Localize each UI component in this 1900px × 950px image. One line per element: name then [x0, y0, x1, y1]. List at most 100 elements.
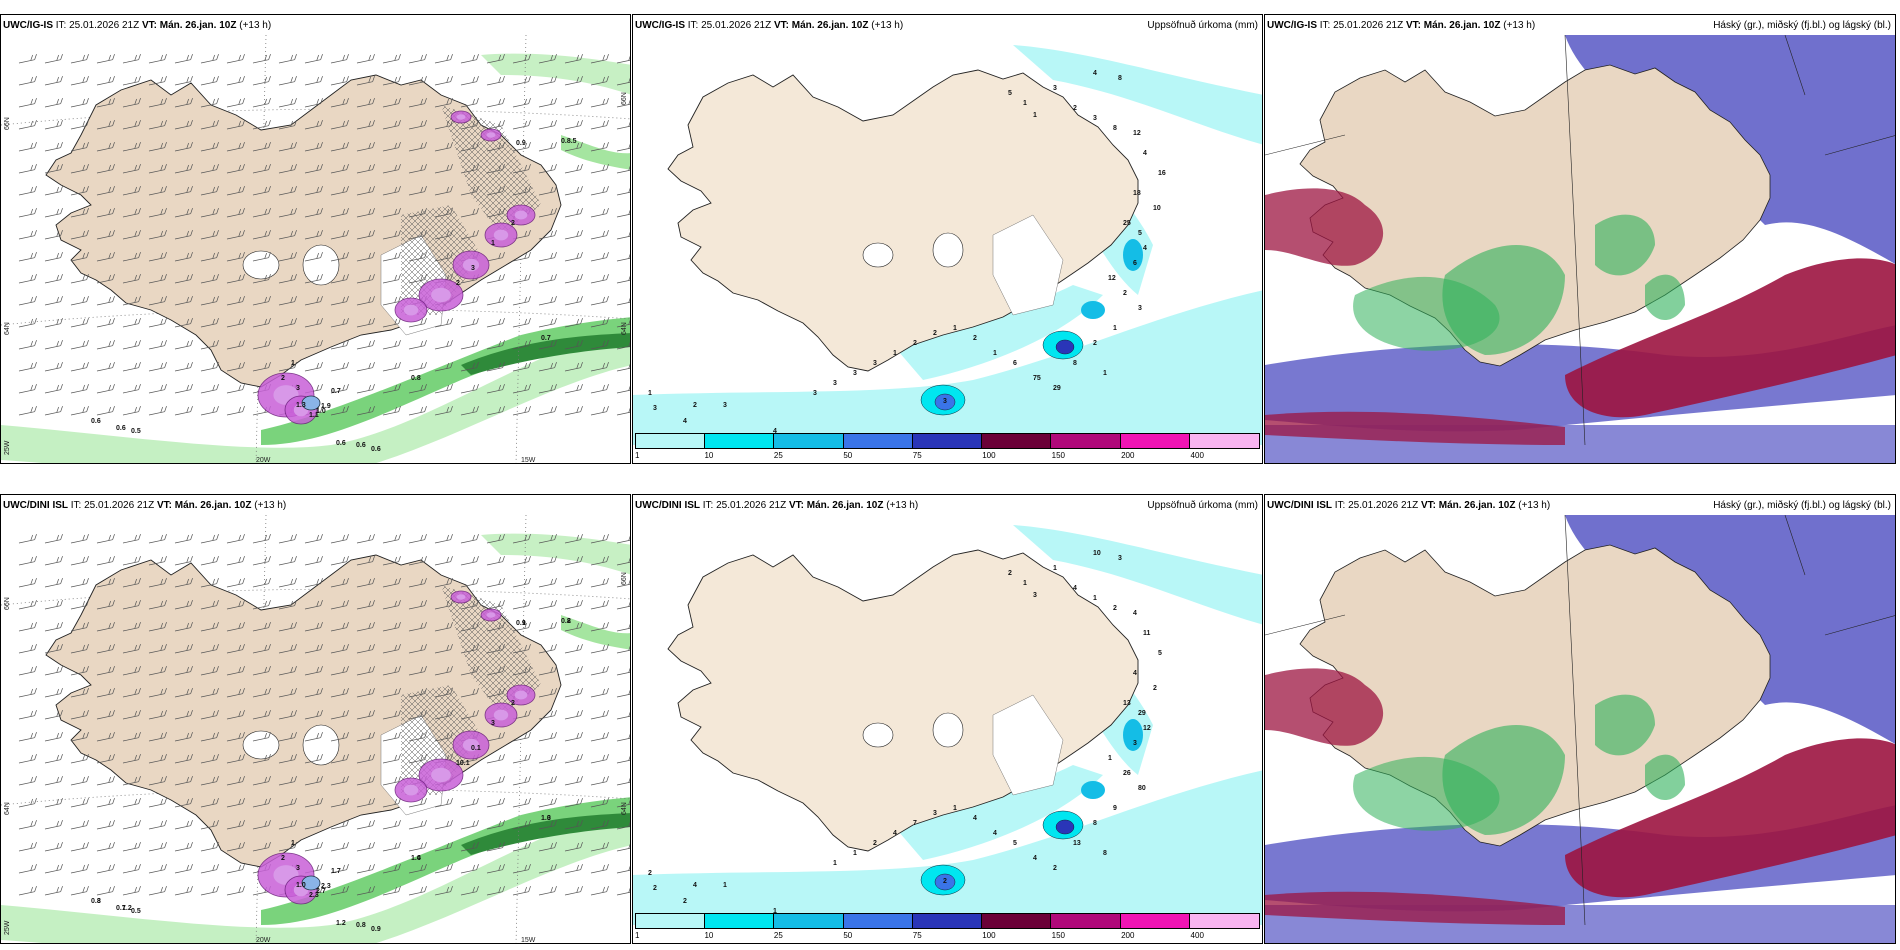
barb-feather [342, 600, 345, 607]
wind-barb [486, 120, 505, 130]
barb-shaft [590, 561, 607, 566]
barb-feather [108, 534, 111, 541]
barb-feather [576, 54, 579, 61]
barb-feather [524, 666, 527, 673]
barb-feather [290, 578, 293, 585]
barb-feather [342, 732, 345, 739]
precip-field [893, 765, 1103, 860]
wind-barb [330, 296, 349, 306]
barb-shaft [18, 649, 35, 654]
barb-feather [138, 362, 141, 368]
wind-barb [616, 362, 630, 372]
wind-barb [330, 732, 349, 742]
barb-feather [56, 688, 59, 695]
barb-shaft [330, 301, 347, 306]
barb-shaft [122, 759, 139, 764]
barb-feather [476, 296, 479, 302]
barb-feather [212, 296, 215, 303]
wind-barb [304, 186, 323, 196]
barb-feather [580, 340, 583, 346]
barb-feather [294, 186, 297, 192]
wind-barb [278, 754, 297, 764]
wind-barb [616, 666, 630, 676]
barb-feather [108, 600, 111, 607]
wind-barb [356, 534, 375, 544]
wind-barb [174, 406, 193, 416]
barb-feather [450, 362, 453, 368]
barb-shaft [590, 345, 607, 350]
barb-feather [238, 556, 241, 563]
barb-shaft [18, 279, 35, 284]
barb-feather [268, 600, 271, 606]
wind-barb [70, 644, 89, 654]
barb-feather [342, 644, 345, 651]
wind-barb [512, 362, 531, 372]
value-label: 4 [1093, 70, 1097, 77]
barb-feather [108, 186, 111, 193]
barb-feather [268, 688, 271, 694]
colorbar-tick-label: 200 [1121, 451, 1135, 460]
barb-feather [190, 318, 193, 324]
barb-feather [160, 362, 163, 369]
wind-barb [226, 820, 245, 830]
barb-feather [86, 120, 89, 126]
barb-shaft [512, 169, 529, 174]
barb-shaft [408, 891, 425, 896]
wind-barb [252, 252, 271, 262]
barb-feather [186, 644, 189, 651]
barb-feather [450, 600, 453, 606]
barb-feather [346, 600, 349, 606]
barb-shaft [304, 693, 321, 698]
wind-band [481, 53, 630, 95]
barb-shaft [616, 803, 630, 808]
barb-feather [264, 296, 267, 303]
barb-feather [346, 296, 349, 302]
barb-feather [368, 186, 371, 193]
barb-feather [498, 98, 501, 105]
wind-barb [96, 776, 115, 786]
value-label: 2 [1053, 865, 1057, 872]
barb-shaft [590, 671, 607, 676]
barb-feather [238, 886, 241, 893]
wind-barb [434, 864, 453, 874]
barb-feather [420, 142, 423, 149]
barb-feather [186, 98, 189, 105]
barb-feather [550, 208, 553, 215]
barb-feather [190, 534, 193, 540]
barb-feather [606, 98, 609, 104]
wind-barb [252, 534, 271, 544]
barb-shaft [538, 191, 555, 196]
wind-barb [356, 252, 375, 262]
barb-feather [398, 534, 401, 540]
barb-feather [264, 644, 267, 651]
wind-barb [330, 886, 349, 896]
barb-feather [290, 534, 293, 541]
barb-shaft [70, 891, 87, 896]
barb-feather [186, 54, 189, 61]
barb-feather [606, 230, 609, 236]
wind-barb [278, 820, 297, 830]
barb-feather [528, 406, 531, 412]
barb-shaft [18, 671, 35, 676]
barb-feather [394, 644, 397, 651]
latitude-line [1, 788, 630, 806]
barb-shaft [616, 125, 630, 130]
wind-barb [304, 318, 323, 328]
wind-barb [512, 732, 531, 742]
barb-feather [528, 710, 531, 716]
barb-feather [346, 776, 349, 782]
barb-shaft [538, 301, 555, 306]
lon-label: 20W [256, 457, 271, 464]
barb-feather [316, 688, 319, 695]
barb-feather [294, 622, 297, 628]
barb-shaft [486, 781, 503, 786]
barb-feather [628, 76, 630, 83]
barb-feather [606, 340, 609, 346]
barb-feather [424, 710, 427, 716]
value-label: 3 [1133, 740, 1137, 747]
barb-feather [316, 534, 319, 541]
barb-feather [108, 754, 111, 761]
barb-feather [420, 230, 423, 237]
barb-feather [264, 164, 267, 171]
barb-feather [424, 886, 427, 892]
